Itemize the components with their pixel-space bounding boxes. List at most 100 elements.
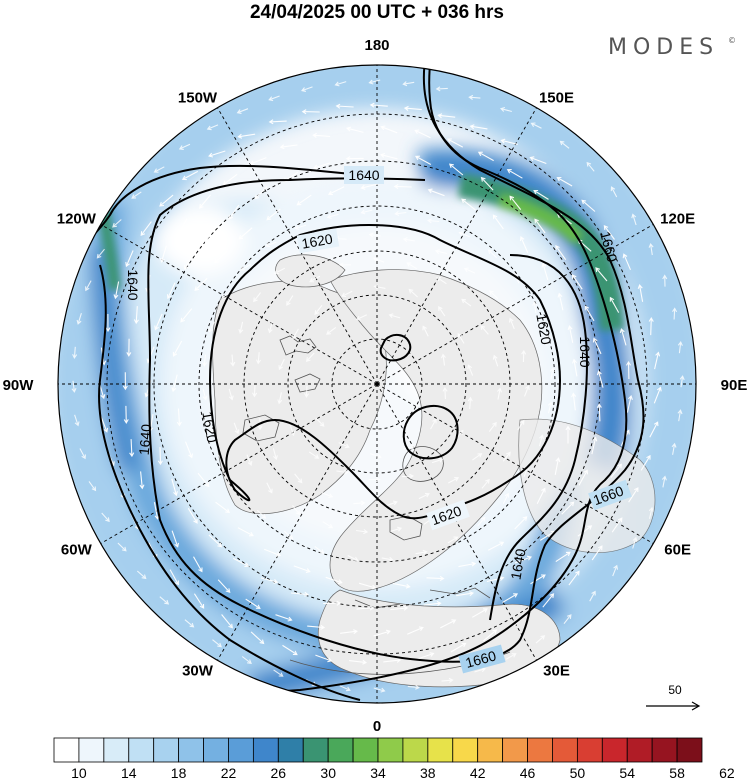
wind-arrow (322, 521, 334, 529)
wind-arrow (654, 351, 661, 370)
wind-arrow (472, 608, 488, 618)
wind-arrow (275, 614, 293, 622)
wind-arrow (204, 227, 215, 244)
wind-arrow (326, 326, 337, 335)
wind-arrow (505, 653, 517, 660)
wind-arrow (648, 506, 654, 519)
wind-arrow (386, 500, 398, 507)
wind-arrow (448, 477, 460, 484)
wind-arrow (125, 250, 134, 268)
wind-arrow (112, 219, 122, 228)
contour-label: 1620 (533, 312, 554, 346)
longitude-labels: 180 150E 120E 90E 60E 30E 0 30W 60W 90W 120W 150W (3, 37, 748, 735)
wind-arrow (415, 549, 428, 555)
wind-arrow (314, 305, 323, 315)
wind-arrow (390, 526, 403, 532)
wind-arrow (603, 225, 615, 240)
wind-arrow (266, 482, 273, 494)
wind-arrow (312, 162, 331, 170)
wind-arrow (440, 353, 446, 366)
wind-arrow (499, 106, 512, 113)
wind-arrow (549, 367, 555, 380)
wind-arrow (446, 138, 464, 148)
wind-arrow (236, 108, 249, 114)
contour-1620 (208, 223, 562, 520)
wind-arrow (283, 530, 294, 540)
wind-arrow (477, 151, 494, 162)
wind-arrow (469, 124, 488, 130)
wind-arrow (305, 352, 315, 362)
wind-arrow (265, 241, 277, 248)
wind-arrow (358, 582, 377, 590)
contour-1640-inner-east (489, 254, 588, 621)
wind-arrow (565, 425, 571, 444)
wind-arrow (233, 557, 250, 568)
wind-arrow (338, 442, 350, 449)
wind-arrow (403, 444, 416, 450)
wind-arrow (561, 501, 575, 515)
wind-arrow (441, 677, 454, 683)
colorbar-swatch (527, 737, 553, 763)
colorbar-swatch (228, 737, 254, 763)
wind-arrow (418, 492, 430, 500)
wind-arrow (345, 156, 364, 162)
wind-arrow (436, 276, 447, 285)
wind-arrow (403, 105, 422, 111)
wind-arrow (612, 564, 619, 577)
wind-arrow (194, 277, 208, 292)
contour-label: 1660 (464, 647, 498, 671)
wind-arrow (438, 306, 446, 317)
wind-arrow (166, 282, 176, 300)
wind-arrow (314, 546, 325, 554)
wind-arrow (486, 575, 505, 583)
wind-arrow (631, 213, 637, 226)
colorbar-tick-label: 38 (420, 765, 436, 781)
wind-arrow (326, 213, 339, 219)
wind-arrow (461, 298, 472, 307)
wind-arrow (171, 530, 180, 548)
wind-arrow (541, 262, 549, 281)
wind-arrow (341, 290, 353, 298)
wind-arrow (154, 313, 163, 331)
wind-arrow (379, 152, 398, 160)
wind-arrow (289, 424, 296, 437)
wind-arrow (157, 447, 163, 466)
wind-arrow (260, 577, 279, 584)
colorbar-tick-label: 50 (570, 765, 586, 781)
wind-arrow (178, 143, 191, 150)
wind-arrow (230, 354, 236, 367)
wind-arrow (184, 253, 193, 270)
wind-arrow (88, 481, 97, 492)
wind-arrow (529, 156, 547, 165)
wind-arrow (435, 86, 448, 92)
wind-arrow (489, 290, 499, 300)
wind-arrow (563, 614, 572, 625)
wind-arrow (169, 569, 179, 586)
wind-arrow (488, 421, 497, 432)
wind-arrow (85, 280, 92, 292)
wind-arrow (626, 394, 633, 413)
wind-arrow (241, 656, 252, 664)
wind-arrow (72, 346, 78, 359)
wind-arrow (500, 138, 519, 145)
wind-arrow (122, 372, 128, 391)
meridian-line (217, 107, 378, 385)
wind-arrow (312, 132, 331, 138)
colorbar-tick-label: 26 (271, 765, 287, 781)
wind-arrow (381, 556, 394, 562)
wind-arrow (632, 536, 638, 549)
colorbar-swatch (128, 737, 155, 763)
wind-arrow (434, 249, 447, 255)
wind-arrow (492, 214, 504, 230)
wind-arrow (480, 325, 489, 335)
colorbar-tick-label: 14 (121, 765, 137, 781)
wind-arrow (272, 448, 278, 461)
wind-arrow (256, 509, 267, 519)
wind-arrow (458, 561, 477, 568)
contour-label: 1640 (125, 269, 141, 300)
wind-arrow (315, 654, 333, 663)
wind-arrow (544, 333, 550, 346)
wind-arrow (571, 358, 578, 377)
wind-arrow (338, 262, 352, 268)
wind-arrow (193, 593, 205, 609)
